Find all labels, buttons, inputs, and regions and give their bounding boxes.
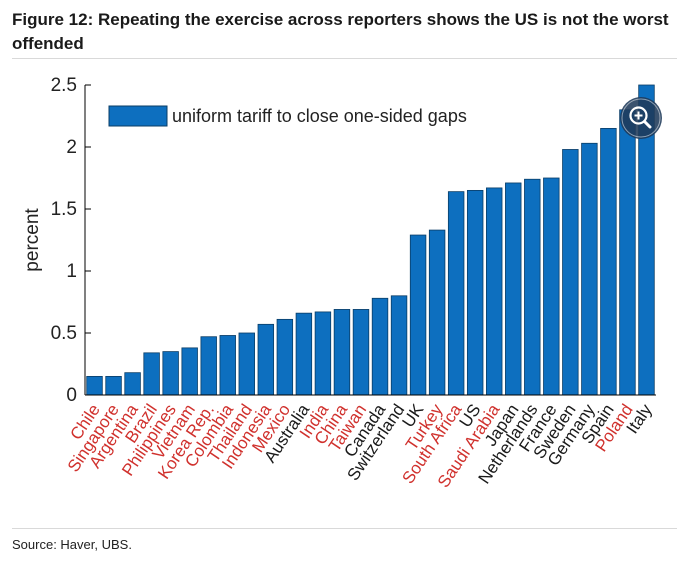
y-tick-label: 0.5 bbox=[51, 323, 77, 344]
bar bbox=[333, 309, 351, 396]
bar-chart: 00.511.522.5 ChileSingaporeArgentinaBraz… bbox=[22, 75, 656, 491]
bar bbox=[466, 189, 484, 396]
bar bbox=[486, 187, 503, 396]
y-axis-label: percent bbox=[22, 208, 43, 272]
bar bbox=[371, 297, 389, 396]
bar bbox=[181, 347, 198, 396]
legend-swatch bbox=[108, 105, 168, 127]
y-tick-label: 0 bbox=[66, 385, 77, 406]
y-tick-label: 2.5 bbox=[51, 75, 77, 96]
bar bbox=[105, 375, 122, 396]
bar bbox=[505, 182, 522, 396]
zoom-in-icon bbox=[620, 97, 662, 139]
bar bbox=[428, 229, 446, 396]
title-divider bbox=[12, 58, 677, 59]
y-tick-label: 1.5 bbox=[51, 199, 77, 220]
bar bbox=[390, 295, 408, 396]
zoom-button[interactable] bbox=[619, 96, 663, 140]
bar bbox=[162, 351, 179, 396]
bar bbox=[409, 234, 427, 396]
legend: uniform tariff to close one-sided gaps bbox=[108, 105, 467, 127]
bar bbox=[562, 149, 579, 396]
bar bbox=[543, 177, 560, 396]
bar bbox=[219, 335, 236, 396]
bar bbox=[447, 191, 465, 396]
bar bbox=[619, 109, 636, 396]
source-divider bbox=[12, 528, 677, 529]
bar bbox=[143, 352, 160, 396]
bar bbox=[257, 323, 275, 396]
bar bbox=[314, 311, 332, 396]
bar bbox=[352, 309, 370, 396]
legend-label: uniform tariff to close one-sided gaps bbox=[172, 106, 467, 126]
y-tick-label: 2 bbox=[66, 137, 77, 158]
bar bbox=[238, 332, 255, 396]
source-note: Source: Haver, UBS. bbox=[12, 537, 132, 552]
bar bbox=[124, 372, 141, 396]
bar bbox=[295, 312, 313, 396]
bar bbox=[276, 318, 294, 396]
bar bbox=[600, 127, 617, 396]
bar bbox=[524, 178, 541, 396]
bar bbox=[200, 336, 217, 396]
bar bbox=[86, 375, 103, 396]
figure-title: Figure 12: Repeating the exercise across… bbox=[12, 10, 669, 53]
bar bbox=[581, 142, 598, 396]
y-tick-label: 1 bbox=[66, 261, 77, 282]
